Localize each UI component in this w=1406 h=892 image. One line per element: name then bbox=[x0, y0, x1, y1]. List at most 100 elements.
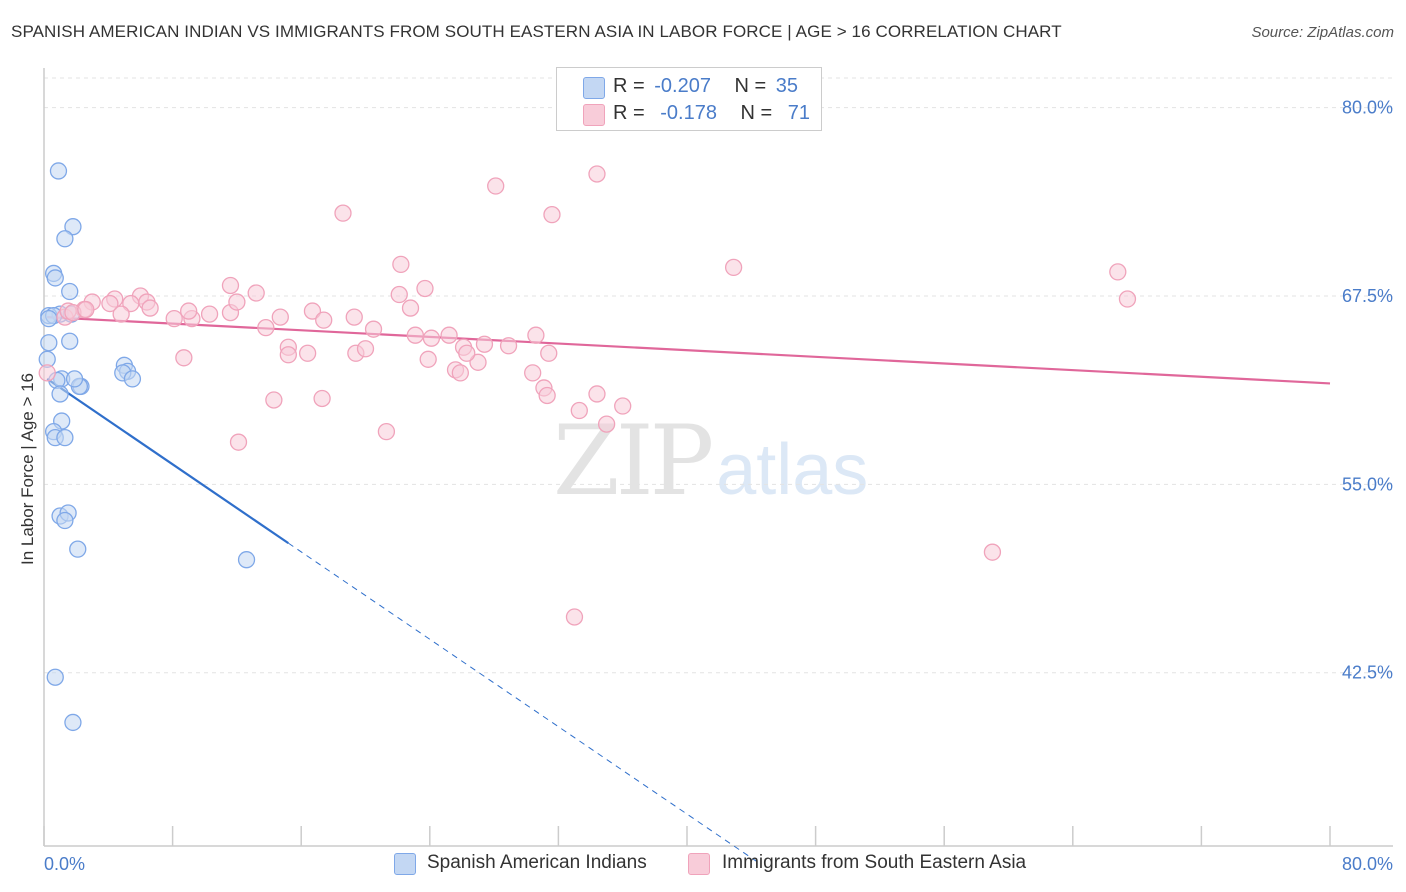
point-immigrants-sea bbox=[406, 326, 424, 344]
point-immigrants-sea bbox=[614, 397, 632, 415]
point-immigrants-sea bbox=[257, 319, 275, 337]
point-spanish-american-indians bbox=[61, 282, 79, 301]
point-immigrants-sea bbox=[540, 344, 558, 362]
point-immigrants-sea bbox=[524, 364, 542, 382]
point-immigrants-sea bbox=[565, 608, 584, 626]
point-immigrants-sea bbox=[538, 386, 556, 405]
point-immigrants-sea bbox=[543, 206, 561, 224]
point-spanish-american-indians bbox=[64, 713, 82, 732]
point-immigrants-sea bbox=[527, 326, 545, 344]
point-spanish-american-indians bbox=[49, 162, 68, 180]
point-immigrants-sea bbox=[279, 346, 297, 364]
point-immigrants-sea bbox=[200, 305, 219, 323]
point-immigrants-sea bbox=[175, 349, 193, 367]
legend-row-blue: R = -0.207 N = 35 bbox=[613, 75, 798, 98]
legend-row-pink: R = -0.178 N = 71 bbox=[613, 102, 810, 125]
point-immigrants-sea bbox=[458, 344, 476, 362]
point-spanish-american-indians bbox=[64, 218, 82, 236]
point-spanish-american-indians bbox=[65, 370, 84, 388]
point-immigrants-sea bbox=[247, 284, 265, 302]
point-immigrants-sea bbox=[345, 308, 363, 326]
correlation-legend: R = -0.207 N = 35 R = -0.178 N = 71 bbox=[556, 67, 822, 131]
point-immigrants-sea bbox=[392, 255, 410, 274]
point-immigrants-sea bbox=[221, 276, 240, 295]
point-spanish-american-indians bbox=[56, 511, 74, 530]
legend-swatch-blue bbox=[394, 853, 416, 875]
data-points bbox=[38, 162, 1137, 732]
trend-extension-blue bbox=[288, 542, 757, 862]
trend-line-pink bbox=[47, 316, 1331, 385]
y-tick-label: 67.5% bbox=[1342, 286, 1393, 306]
x-tick-label: 80.0% bbox=[1342, 854, 1393, 874]
point-immigrants-sea bbox=[315, 311, 333, 329]
point-immigrants-sea bbox=[377, 422, 396, 441]
point-immigrants-sea bbox=[1118, 290, 1137, 308]
point-immigrants-sea bbox=[228, 293, 246, 311]
point-immigrants-sea bbox=[165, 309, 183, 328]
r-value: -0.178 bbox=[660, 102, 717, 124]
point-immigrants-sea bbox=[101, 294, 119, 313]
point-immigrants-sea bbox=[229, 433, 248, 451]
point-immigrants-sea bbox=[588, 385, 606, 403]
point-immigrants-sea bbox=[141, 299, 159, 317]
point-immigrants-sea bbox=[313, 389, 331, 408]
point-immigrants-sea bbox=[419, 350, 437, 368]
legend-swatch-pink bbox=[583, 104, 605, 126]
point-spanish-american-indians bbox=[237, 551, 256, 569]
n-value: 35 bbox=[775, 75, 799, 97]
zipatlas-watermark: ZIPatlas bbox=[553, 405, 868, 517]
trend-line-blue bbox=[46, 377, 289, 545]
point-spanish-american-indians bbox=[40, 309, 58, 328]
point-immigrants-sea bbox=[112, 305, 130, 323]
y-tick-label: 80.0% bbox=[1342, 98, 1393, 118]
y-tick-label: 55.0% bbox=[1342, 474, 1393, 494]
point-spanish-american-indians bbox=[40, 334, 58, 352]
legend-swatch-pink bbox=[688, 853, 710, 875]
point-immigrants-sea bbox=[334, 204, 352, 222]
legend-label: Immigrants from South Eastern Asia bbox=[722, 852, 1027, 873]
watermark-zip: ZIP bbox=[553, 405, 714, 517]
point-immigrants-sea bbox=[983, 543, 1002, 561]
point-immigrants-sea bbox=[265, 391, 283, 409]
point-immigrants-sea bbox=[1109, 263, 1127, 281]
watermark-atlas: atlas bbox=[716, 430, 869, 510]
point-immigrants-sea bbox=[475, 335, 494, 353]
point-spanish-american-indians bbox=[51, 385, 69, 403]
point-immigrants-sea bbox=[364, 320, 383, 338]
point-immigrants-sea bbox=[451, 364, 469, 382]
point-spanish-american-indians bbox=[61, 332, 79, 350]
point-immigrants-sea bbox=[416, 279, 434, 298]
point-immigrants-sea bbox=[77, 300, 95, 319]
point-spanish-american-indians bbox=[46, 668, 64, 686]
point-immigrants-sea bbox=[390, 285, 408, 304]
r-value: -0.207 bbox=[654, 75, 711, 97]
point-spanish-american-indians bbox=[56, 429, 74, 447]
chart-title: SPANISH AMERICAN INDIAN VS IMMIGRANTS FR… bbox=[11, 22, 1062, 41]
point-immigrants-sea bbox=[499, 337, 518, 355]
point-spanish-american-indians bbox=[56, 230, 74, 248]
point-immigrants-sea bbox=[401, 299, 420, 317]
point-immigrants-sea bbox=[298, 344, 317, 362]
point-immigrants-sea bbox=[724, 258, 743, 277]
trend-lines bbox=[46, 316, 1331, 862]
point-immigrants-sea bbox=[469, 353, 487, 371]
point-immigrants-sea bbox=[180, 302, 198, 320]
point-immigrants-sea bbox=[38, 364, 56, 382]
n-label: N = bbox=[740, 102, 773, 124]
r-label: R = bbox=[613, 102, 645, 124]
axes bbox=[43, 68, 1393, 847]
n-label: N = bbox=[734, 75, 767, 97]
r-label: R = bbox=[613, 75, 645, 97]
point-spanish-american-indians bbox=[123, 370, 142, 388]
point-immigrants-sea bbox=[271, 308, 289, 326]
point-immigrants-sea bbox=[597, 415, 616, 433]
legend-label: Spanish American Indians bbox=[427, 852, 647, 873]
x-tick-label: 0.0% bbox=[44, 854, 85, 874]
point-immigrants-sea bbox=[440, 326, 458, 344]
y-tick-label: 42.5% bbox=[1342, 663, 1393, 683]
point-spanish-american-indians bbox=[69, 540, 87, 558]
legend-swatch-blue bbox=[583, 77, 605, 99]
point-immigrants-sea bbox=[303, 302, 322, 320]
y-axis-title: In Labor Force | Age > 16 bbox=[18, 372, 37, 565]
